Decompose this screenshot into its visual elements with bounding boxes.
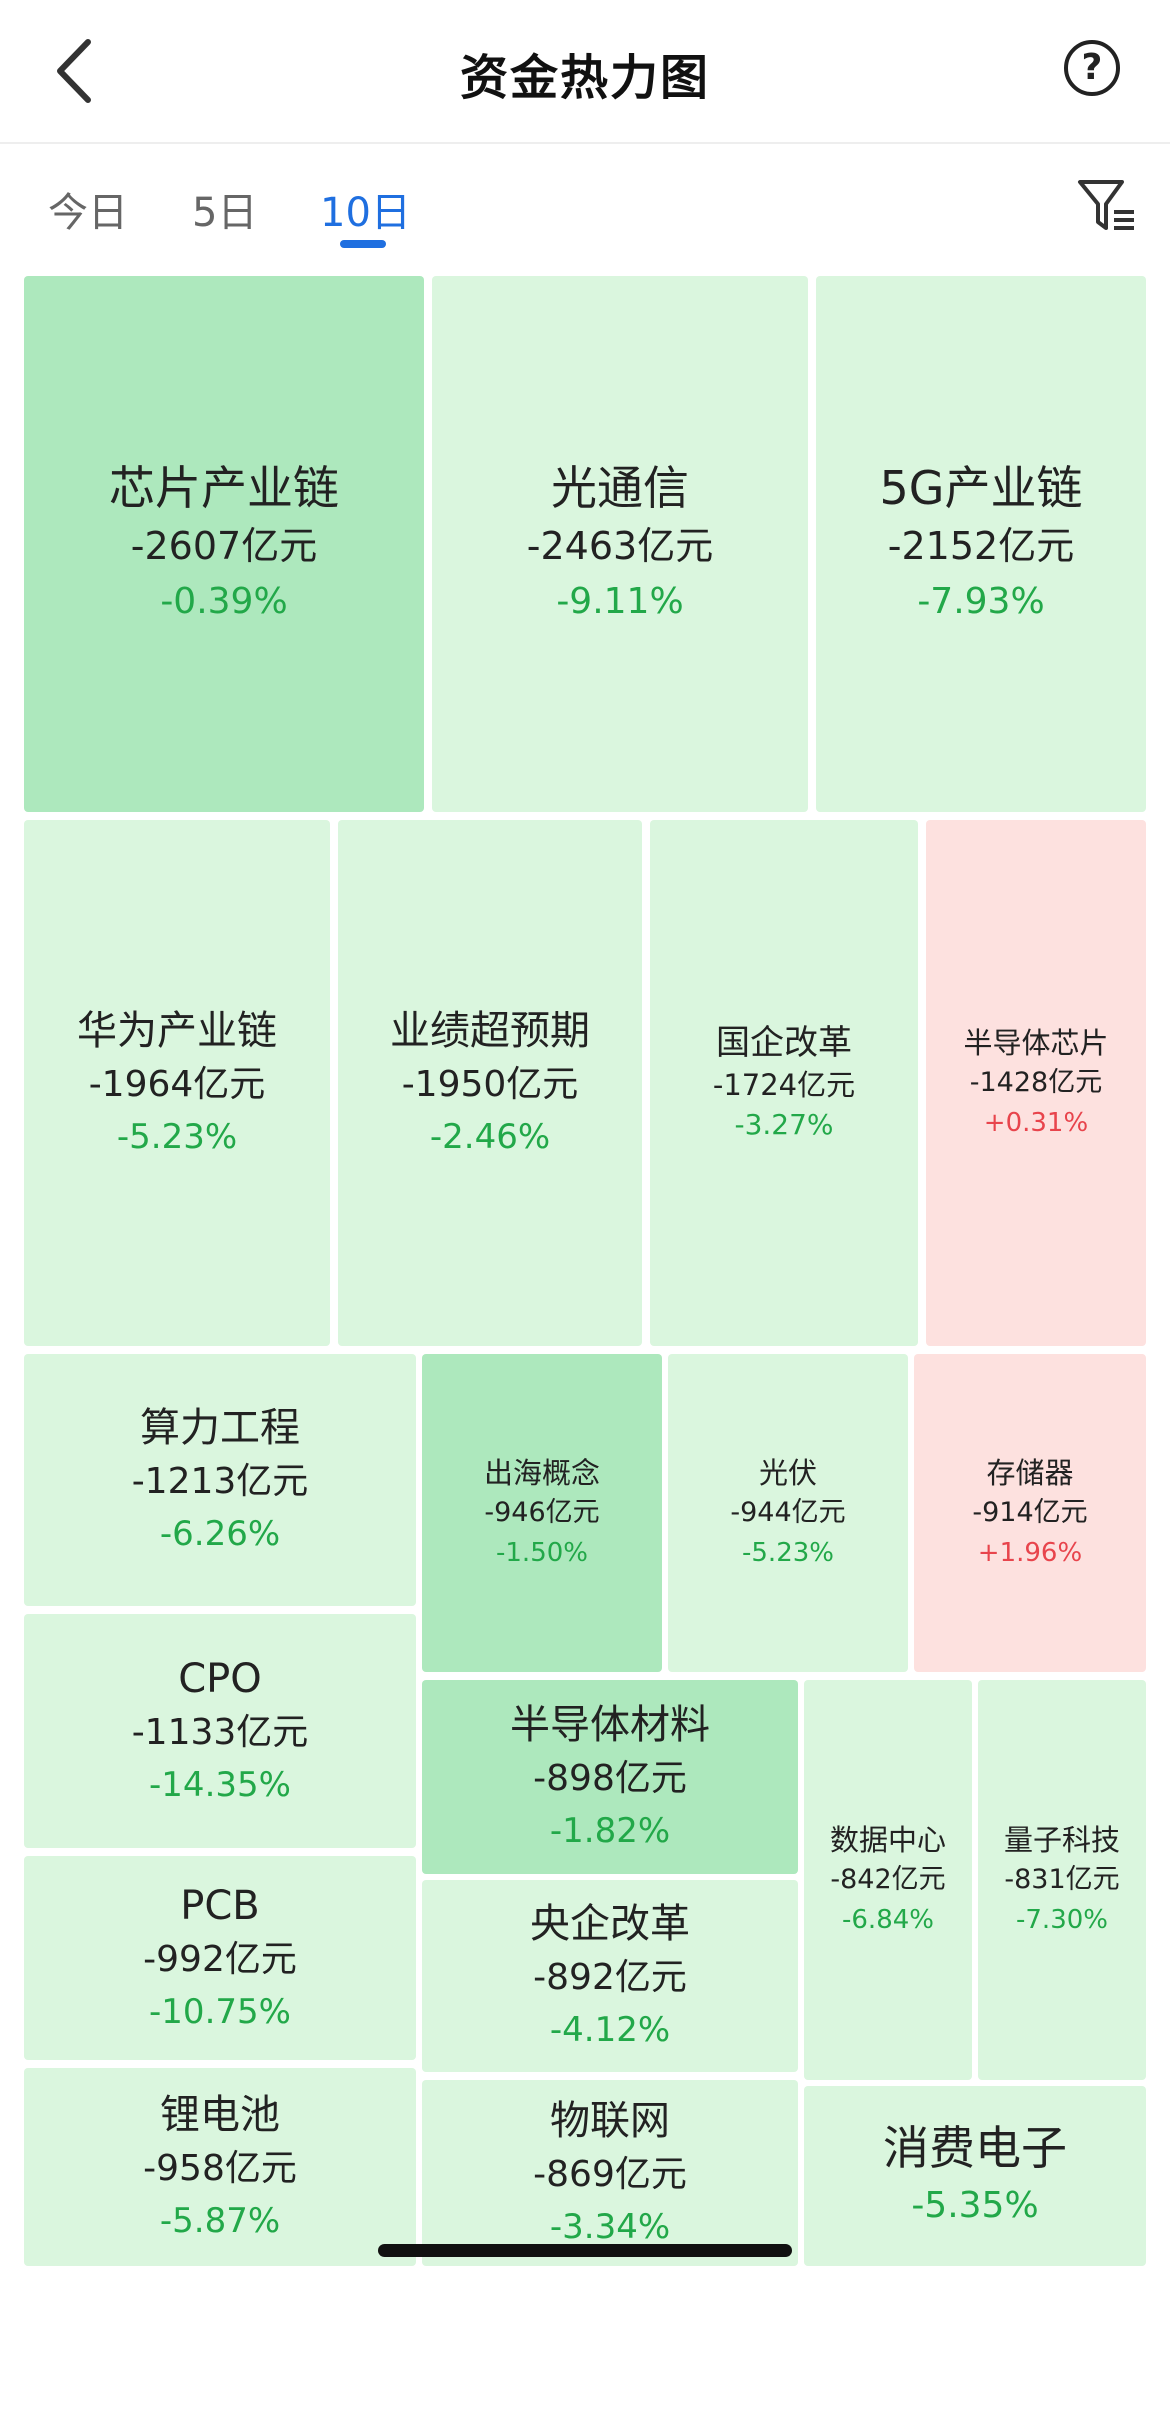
page-title: 资金热力图 [459,50,710,106]
tab-5-day[interactable]: 5日 [192,190,258,236]
change-percent: -7.93% [917,581,1045,622]
sector-name: 半导体材料 [510,1702,710,1748]
sector-name: 光伏 [758,1456,817,1490]
heatmap-tile[interactable]: 芯片产业链 -2607亿元 -0.39% [24,276,424,812]
change-percent: -5.35% [911,2185,1039,2226]
change-percent: -2.46% [429,1117,551,1157]
heatmap-tile[interactable]: 5G产业链 -2152亿元 -7.93% [816,276,1146,812]
sector-name: 数据中心 [829,1823,946,1857]
change-percent: -10.75% [149,1992,291,2032]
sector-name: 存储器 [986,1456,1074,1490]
net-flow: -2152亿元 [887,524,1075,568]
heatmap-tile[interactable]: 半导体芯片 -1428亿元 +0.31% [926,820,1146,1346]
sector-name: 芯片产业链 [109,461,339,515]
sector-name: 业绩超预期 [390,1008,590,1054]
question-circle-icon[interactable]: ? [1064,40,1120,96]
sector-name: 锂电池 [160,2092,280,2138]
change-percent: -6.26% [159,1514,281,1554]
heatmap-tile[interactable]: 锂电池 -958亿元 -5.87% [24,2068,416,2266]
sector-name: PCB [180,1883,260,1929]
heatmap-tile[interactable]: PCB -992亿元 -10.75% [24,1856,416,2060]
change-percent: -14.35% [149,1765,291,1805]
net-flow: -898亿元 [533,1758,687,1799]
net-flow: -842亿元 [830,1864,946,1895]
sector-name: 算力工程 [140,1405,300,1451]
sector-name: 量子科技 [1003,1823,1120,1857]
heatmap-tile[interactable]: 算力工程 -1213亿元 -6.26% [24,1354,416,1606]
sector-name: CPO [178,1656,262,1702]
change-percent: -7.30% [1016,1905,1108,1935]
sector-name: 光通信 [551,461,689,515]
sector-name: 央企改革 [530,1901,690,1947]
change-percent: +1.96% [977,1538,1083,1568]
heatmap-tile[interactable]: 业绩超预期 -1950亿元 -2.46% [338,820,642,1346]
heatmap-tile[interactable]: 华为产业链 -1964亿元 -5.23% [24,820,330,1346]
net-flow: -1724亿元 [712,1068,856,1102]
heatmap-tile[interactable]: 量子科技 -831亿元 -7.30% [978,1680,1146,2080]
net-flow: -914亿元 [972,1497,1088,1528]
change-percent: -5.23% [742,1538,834,1568]
filter-icon[interactable] [1076,176,1138,236]
net-flow: -1213亿元 [131,1461,309,1502]
change-percent: +0.31% [983,1108,1089,1138]
heatmap-tile[interactable]: CPO -1133亿元 -14.35% [24,1614,416,1848]
heatmap-tile[interactable]: 光伏 -944亿元 -5.23% [668,1354,908,1672]
change-percent: -1.82% [549,1811,671,1851]
heatmap-tile[interactable]: 消费电子 -5.35% [804,2086,1146,2266]
net-flow: -992亿元 [143,1939,297,1980]
change-percent: -3.27% [734,1108,834,1141]
net-flow: -1428亿元 [969,1067,1103,1098]
change-percent: -3.34% [549,2207,671,2247]
change-percent: -4.12% [549,2010,671,2050]
sector-name: 华为产业链 [77,1008,277,1054]
heatmap-tile[interactable]: 数据中心 -842亿元 -6.84% [804,1680,972,2080]
change-percent: -1.50% [496,1538,588,1568]
net-flow: -1950亿元 [401,1064,579,1105]
change-percent: -0.39% [160,581,288,622]
net-flow: -958亿元 [143,2148,297,2189]
change-percent: -5.87% [159,2201,281,2241]
active-tab-indicator [340,240,386,248]
top-bar: 资金热力图 ? [0,0,1170,144]
net-flow: -2463亿元 [526,524,714,568]
heatmap-tile[interactable]: 央企改革 -892亿元 -4.12% [422,1880,798,2072]
heatmap-tile[interactable]: 半导体材料 -898亿元 -1.82% [422,1680,798,1874]
sector-name: 物联网 [550,2098,670,2144]
net-flow: -892亿元 [533,1957,687,1998]
net-flow: -1964亿元 [88,1064,266,1105]
heatmap-tile[interactable]: 国企改革 -1724亿元 -3.27% [650,820,918,1346]
heatmap-tile[interactable]: 光通信 -2463亿元 -9.11% [432,276,808,812]
sector-name: 半导体芯片 [963,1026,1109,1060]
chevron-left-icon[interactable] [48,36,104,106]
change-percent: -9.11% [556,581,684,622]
heatmap-tile[interactable]: 存储器 -914亿元 +1.96% [914,1354,1146,1672]
sector-name: 国企改革 [716,1023,852,1063]
heatmap-tile[interactable]: 物联网 -869亿元 -3.34% [422,2080,798,2266]
net-flow: -946亿元 [484,1497,600,1528]
net-flow: -944亿元 [730,1497,846,1528]
heatmap-tile[interactable]: 出海概念 -946亿元 -1.50% [422,1354,662,1672]
sector-name: 5G产业链 [879,461,1083,515]
net-flow: -2607亿元 [130,524,318,568]
change-percent: -6.84% [842,1905,934,1935]
net-flow: -1133亿元 [131,1712,309,1753]
home-indicator [378,2244,792,2257]
change-percent: -5.23% [116,1117,238,1157]
sector-name: 出海概念 [483,1456,600,1490]
sector-name: 消费电子 [883,2121,1067,2175]
net-flow: -869亿元 [533,2154,687,2195]
net-flow: -831亿元 [1004,1864,1120,1895]
tab-today[interactable]: 今日 [48,190,128,236]
tab-10-day[interactable]: 10日 [320,190,411,236]
